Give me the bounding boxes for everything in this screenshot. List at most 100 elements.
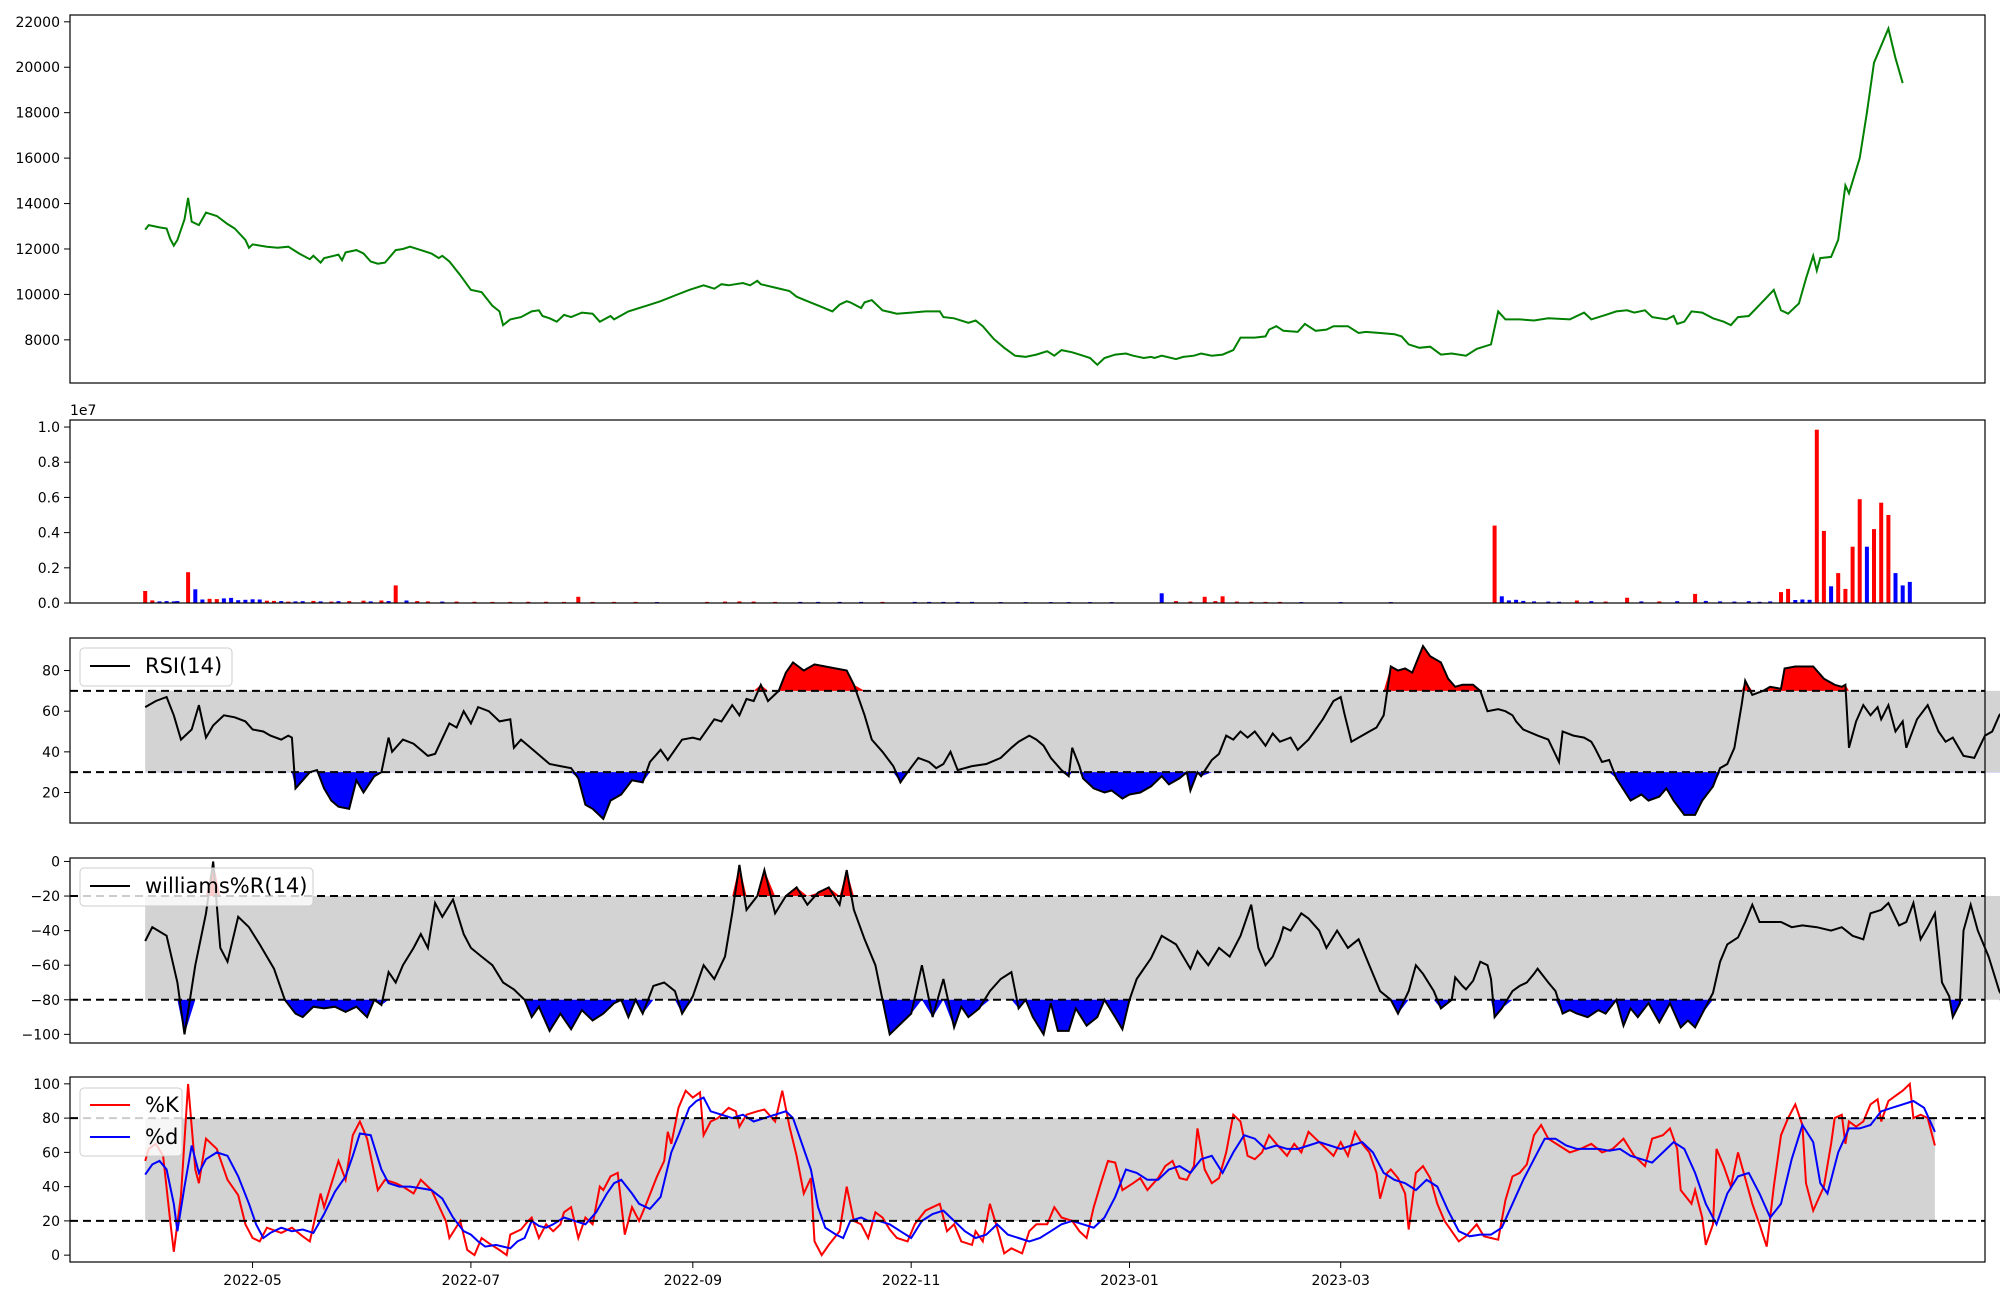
volume-bar: [1202, 596, 1207, 603]
volume-bar: [221, 598, 226, 603]
volume-bar: [1843, 588, 1848, 603]
rsi-y-axis: 20 40 60 80: [42, 664, 70, 802]
volume-bar: [186, 572, 191, 603]
williams-neutral-band: [145, 896, 2000, 1000]
volume-bar: [1675, 601, 1680, 603]
williams-y-tick-label: 0: [51, 854, 60, 870]
volume-bar: [1864, 546, 1869, 603]
stochastic-k-line: [144, 1081, 1936, 1258]
volume-bar: [1213, 601, 1218, 603]
williams-panel-frame: [69, 857, 1986, 1044]
rsi-overbought-fill: [145, 646, 2000, 691]
volume-bar: [1521, 600, 1526, 603]
volume-bar: [1625, 597, 1630, 603]
volume-bar: [1900, 585, 1905, 603]
rsi-panel: 20 40 60 80 RSI(14): [42, 637, 2000, 824]
volume-bar: [1879, 502, 1884, 603]
volume-bar: [193, 589, 198, 603]
williams-y-tick-label: −100: [22, 1027, 60, 1043]
volume-bar: [1872, 529, 1876, 603]
rsi-panel-frame: [69, 637, 1986, 824]
volume-bar: [1893, 573, 1898, 603]
stochastic-y-tick-label: 0: [51, 1248, 60, 1264]
volume-bar: [1800, 599, 1805, 603]
volume-bar: [272, 600, 276, 603]
williams-legend: williams%R(14): [79, 867, 314, 907]
volume-bar: [257, 599, 262, 603]
volume-bar: [1703, 600, 1708, 603]
volume-bar: [214, 599, 219, 603]
stochastic-y-tick-label: 100: [33, 1077, 60, 1093]
price-y-tick-label: 16000: [15, 151, 60, 167]
price-y-tick-label: 10000: [15, 287, 60, 303]
volume-panel: 1e7 0.0 0.2 0.4 0.6 0.8 1.0: [38, 403, 1986, 612]
volume-bar: [1532, 601, 1536, 603]
price-y-tick-label: 14000: [15, 197, 60, 213]
volume-bar: [1779, 592, 1783, 603]
volume-bar: [454, 601, 459, 603]
volume-bar: [576, 596, 581, 603]
stochastic-y-axis: 0 20 40 60 80 100: [33, 1077, 70, 1264]
volume-bar: [1732, 601, 1737, 603]
volume-bar: [1886, 515, 1891, 603]
williams-legend-box: [79, 867, 314, 907]
volume-bar: [1546, 601, 1551, 603]
williams-y-tick-label: −40: [30, 924, 60, 940]
volume-bar: [404, 600, 409, 603]
volume-bar: [1907, 581, 1912, 603]
stochastic-y-tick-label: 80: [42, 1111, 60, 1127]
volume-bar: [347, 601, 352, 603]
rsi-y-tick-label: 40: [42, 745, 60, 761]
rsi-legend: RSI(14): [79, 647, 233, 687]
volume-bar: [425, 601, 430, 603]
volume-bar: [751, 601, 756, 603]
volume-bar: [229, 597, 234, 603]
rsi-y-tick-label: 80: [42, 664, 60, 680]
williams-y-tick-label: −20: [30, 889, 60, 905]
stochastic-legend: %K %d: [79, 1087, 183, 1157]
stochastic-neutral-band: [145, 1118, 1935, 1221]
volume-bar: [286, 601, 291, 603]
rsi-legend-box: [79, 647, 233, 687]
x-axis: 2022-05 2022-07 2022-09 2022-11 2023-01 2023-…: [223, 1262, 1370, 1289]
volume-bar: [1768, 601, 1773, 603]
volume-bar: [386, 601, 391, 603]
volume-bar: [1836, 573, 1841, 603]
stochastic-y-tick-label: 40: [42, 1180, 60, 1196]
volume-bar: [737, 601, 742, 603]
williams-legend-label: williams%R(14): [145, 874, 307, 898]
volume-y-tick-label: 0.0: [38, 596, 60, 612]
volume-bar: [1793, 600, 1798, 603]
price-y-axis: 8000 10000 12000 14000 16000 18000 20000 22000: [15, 15, 70, 349]
stochastic-legend-d-label: %d: [145, 1125, 178, 1149]
volume-y-tick-label: 0.4: [38, 526, 60, 542]
volume-bar: [1821, 530, 1826, 603]
volume-bar: [200, 599, 205, 603]
price-panel-frame: [69, 14, 1986, 384]
stochastic-panel-frame: [69, 1076, 1986, 1263]
volume-bar: [175, 601, 180, 603]
volume-y-tick-label: 0.6: [38, 490, 60, 506]
volume-bar: [336, 601, 341, 603]
volume-y-tick-label: 1.0: [38, 420, 60, 436]
volume-bar: [150, 600, 155, 603]
price-panel: 8000 10000 12000 14000 16000 18000 20000 22000: [15, 14, 1986, 384]
williams-y-tick-label: −60: [30, 958, 60, 974]
williams-y-tick-label: −80: [30, 993, 60, 1009]
stochastic-y-tick-label: 20: [42, 1214, 60, 1230]
volume-bar: [318, 601, 323, 603]
stochastic-panel: 0 20 40 60 80 100 %K %d: [33, 1076, 1986, 1264]
volume-bar: [1814, 429, 1819, 603]
volume-bar: [1506, 600, 1511, 603]
volume-bar: [1857, 499, 1862, 603]
volume-bar: [293, 601, 298, 603]
volume-bar: [1589, 601, 1594, 603]
rsi-line: [144, 644, 2000, 821]
volume-bar: [264, 600, 269, 603]
volume-panel-frame: [69, 419, 1986, 604]
volume-y-tick-label: 0.8: [38, 455, 60, 471]
volume-bar: [361, 600, 366, 603]
volume-bar: [329, 601, 334, 603]
volume-bar: [1807, 599, 1812, 603]
price-line: [144, 25, 1904, 367]
